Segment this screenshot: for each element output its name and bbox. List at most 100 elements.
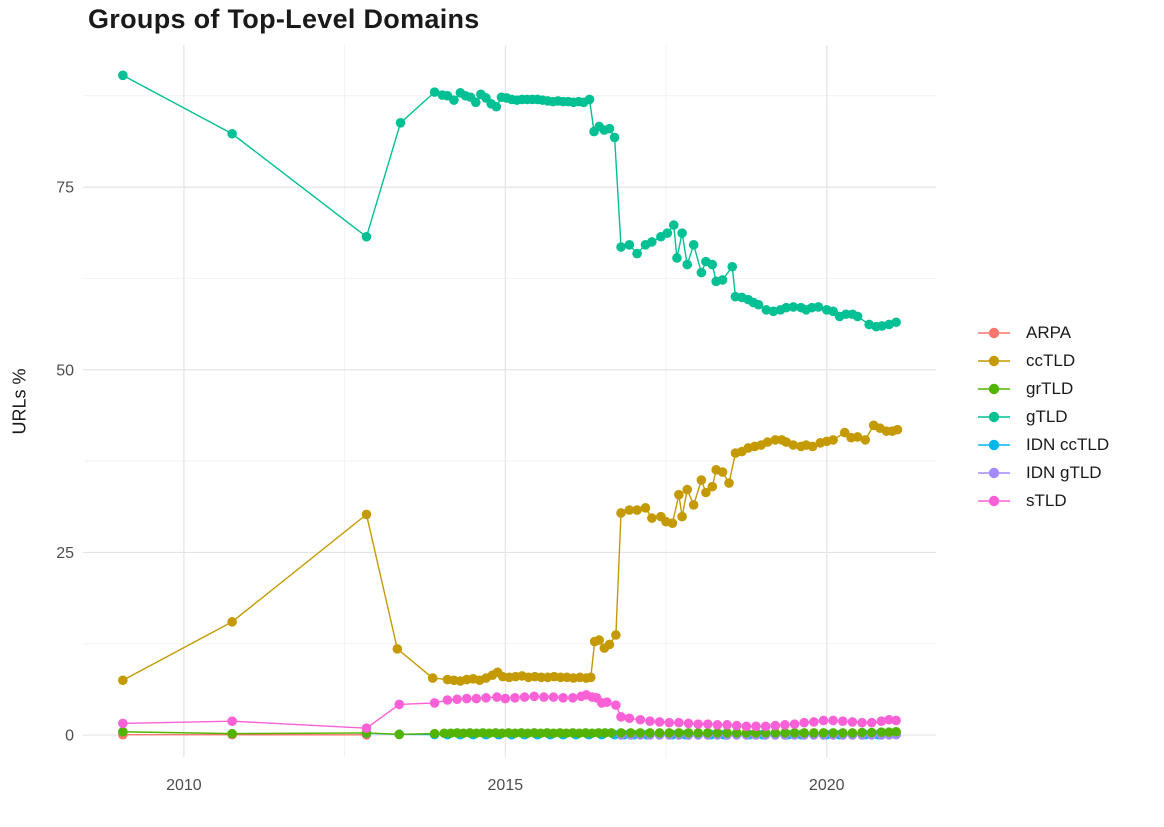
data-point-ccTLD — [604, 639, 615, 650]
data-point-ccTLD — [724, 478, 734, 488]
data-point-grTLD — [429, 728, 440, 739]
data-point-sTLD — [693, 719, 703, 729]
data-point-sTLD — [751, 721, 761, 732]
legend-label: gTLD — [1026, 407, 1068, 426]
data-point-grTLD — [606, 728, 617, 738]
data-point-sTLD — [568, 693, 578, 703]
legend-label: ccTLD — [1026, 351, 1076, 370]
data-point-gTLD — [491, 101, 502, 112]
data-point-grTLD — [645, 728, 655, 738]
data-point-grTLD — [722, 728, 732, 738]
data-point-sTLD — [703, 719, 713, 729]
x-tick-label: 2020 — [809, 777, 845, 794]
data-point-sTLD — [857, 717, 867, 728]
data-point-sTLD — [645, 716, 655, 726]
data-point-sTLD — [780, 720, 790, 730]
data-point-ccTLD — [667, 518, 678, 528]
legend-key-icon — [978, 411, 1010, 423]
data-point-sTLD — [529, 691, 540, 702]
data-point-gTLD — [781, 302, 792, 313]
data-point-ccTLD — [682, 484, 693, 495]
data-point-gTLD — [707, 259, 718, 270]
data-point-sTLD — [770, 720, 781, 731]
data-point-gTLD — [828, 306, 838, 317]
data-point-gTLD — [682, 259, 693, 270]
data-point-sTLD — [548, 692, 559, 702]
data-point-grTLD — [780, 728, 790, 738]
legend-item-ARPA: ARPA — [976, 323, 1109, 342]
data-point-sTLD — [611, 700, 621, 710]
data-point-ccTLD — [616, 508, 626, 518]
data-point-gTLD — [668, 220, 679, 230]
data-point-grTLD — [712, 728, 723, 738]
data-point-ccTLD — [392, 644, 403, 654]
data-point-sTLD — [799, 717, 810, 728]
data-point-ccTLD — [361, 509, 372, 520]
data-point-ccTLD — [762, 437, 773, 447]
data-point-sTLD — [722, 720, 732, 730]
data-point-gTLD — [788, 302, 799, 312]
data-point-gTLD — [361, 231, 372, 242]
data-point-ccTLD — [118, 675, 128, 686]
data-point-gTLD — [662, 228, 673, 238]
data-point-grTLD — [683, 728, 694, 738]
data-point-sTLD — [789, 719, 800, 729]
data-point-sTLD — [635, 714, 646, 725]
legend-key-icon — [978, 495, 1010, 507]
data-point-sTLD — [616, 712, 626, 722]
data-point-grTLD — [741, 728, 752, 738]
legend-label: grTLD — [1026, 379, 1074, 398]
data-point-sTLD — [519, 692, 530, 702]
data-point-grTLD — [227, 728, 237, 739]
data-point-sTLD — [884, 714, 894, 725]
data-point-grTLD — [818, 728, 829, 738]
data-point-sTLD — [712, 720, 723, 730]
data-point-sTLD — [731, 720, 742, 731]
data-point-gTLD — [429, 87, 440, 97]
legend: ARPA ccTLD grTLD gTLD IDN ccTLD IDN gTLD sTLD — [976, 323, 1109, 510]
data-point-sTLD — [741, 721, 752, 732]
data-point-ccTLD — [624, 505, 635, 515]
data-point-ccTLD — [788, 440, 799, 450]
legend-item-IDN ccTLD: IDN ccTLD — [976, 435, 1109, 454]
data-point-gTLD — [395, 118, 406, 128]
data-point-ccTLD — [852, 432, 863, 442]
data-point-ccTLD — [611, 630, 621, 640]
data-point-sTLD — [828, 715, 838, 726]
data-point-grTLD — [635, 728, 646, 738]
data-point-grTLD — [866, 727, 877, 738]
y-tick-label: 25 — [56, 545, 74, 562]
data-point-sTLD — [539, 692, 549, 702]
data-point-sTLD — [452, 694, 462, 705]
y-tick-label: 75 — [56, 180, 74, 197]
data-point-sTLD — [227, 716, 237, 726]
data-point-grTLD — [876, 727, 887, 737]
data-point-sTLD — [442, 695, 453, 705]
data-point-ccTLD — [839, 427, 850, 438]
data-point-sTLD — [500, 693, 511, 704]
data-point-sTLD — [866, 717, 877, 728]
data-point-gTLD — [118, 70, 128, 81]
data-point-gTLD — [616, 242, 626, 252]
data-point-grTLD — [118, 726, 128, 737]
data-point-grTLD — [616, 728, 626, 738]
data-point-ccTLD — [828, 435, 838, 445]
data-point-ccTLD — [594, 635, 604, 645]
data-point-gTLD — [624, 240, 635, 250]
legend-item-grTLD: grTLD — [976, 379, 1109, 398]
data-point-grTLD — [731, 728, 742, 738]
data-point-sTLD — [760, 721, 771, 732]
x-tick-label: 2010 — [166, 777, 202, 794]
data-point-grTLD — [884, 727, 894, 737]
data-point-ccTLD — [427, 673, 438, 683]
data-point-sTLD — [809, 717, 819, 727]
data-point-sTLD — [847, 717, 858, 727]
data-point-gTLD — [609, 132, 620, 143]
data-point-gTLD — [813, 302, 824, 312]
data-point-ccTLD — [701, 487, 711, 498]
data-point-ccTLD — [696, 475, 707, 485]
data-point-grTLD — [837, 728, 848, 738]
data-point-grTLD — [770, 728, 781, 738]
data-point-grTLD — [847, 728, 858, 738]
